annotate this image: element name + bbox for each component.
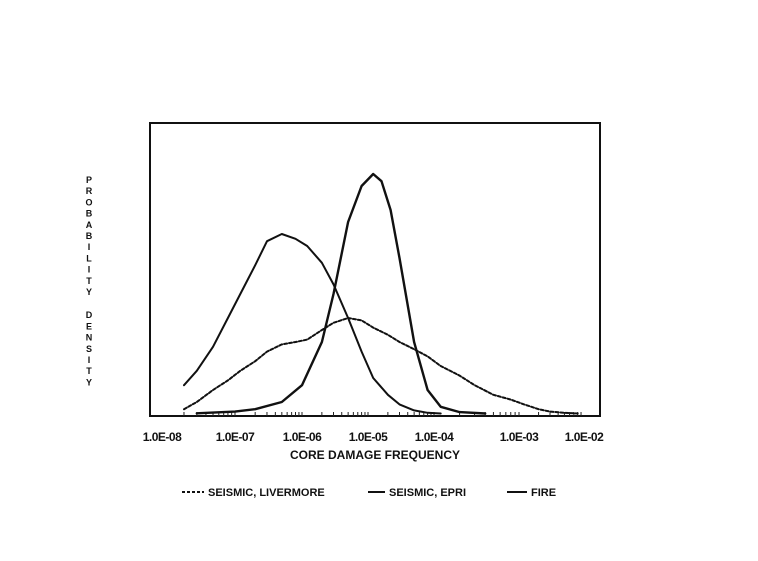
x-tick-label: 1.0E-03: [500, 430, 539, 444]
x-axis-title: CORE DAMAGE FREQUENCY: [290, 448, 460, 462]
x-tick-label: 1.0E-05: [349, 430, 388, 444]
series-line-2: [183, 233, 442, 415]
legend: SEISMIC, LIVERMORE SEISMIC, EPRI FIRE: [182, 487, 556, 499]
series-layer: [183, 172, 579, 415]
x-tick-labels: 1.0E-08 1.0E-07 1.0E-06 1.0E-05 1.0E-04 1.0E-…: [143, 430, 605, 444]
x-tick-label: 1.0E-08: [143, 430, 182, 444]
y-axis-title: P R O B A B I L I T Y D E N S I T Y: [85, 175, 92, 387]
legend-label-3: FIRE: [531, 487, 556, 499]
x-tick-label: 1.0E-04: [415, 430, 454, 444]
x-tick-label: 1.0E-06: [283, 430, 322, 444]
plot-frame: [149, 122, 601, 417]
legend-label-1: SEISMIC, LIVERMORE: [208, 487, 325, 499]
x-tick-label: 1.0E-02: [565, 430, 604, 444]
x-tick-label: 1.0E-07: [216, 430, 255, 444]
series-line-1: [183, 317, 579, 415]
legend-label-2: SEISMIC, EPRI: [389, 487, 466, 499]
series-line-3: [195, 172, 487, 415]
